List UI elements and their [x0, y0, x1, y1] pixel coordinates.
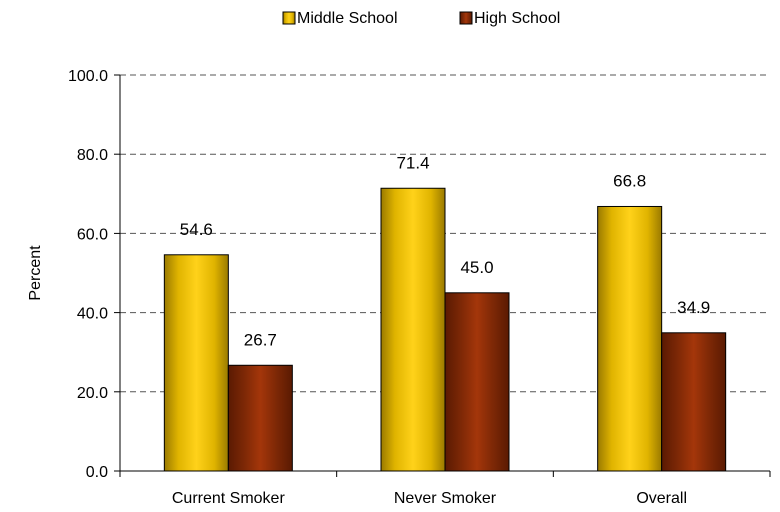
y-tick-label: 100.0	[68, 68, 108, 85]
data-label-high-school: 26.7	[244, 330, 277, 349]
y-tick-label: 80.0	[77, 147, 108, 164]
bar-middle-school	[380, 187, 446, 472]
x-categories: Current Smoker Never Smoker Overall	[119, 471, 771, 507]
y-axis-title: Percent	[27, 245, 44, 301]
x-category-label: Overall	[636, 490, 687, 507]
axes	[119, 75, 770, 472]
data-label-middle-school: 71.4	[396, 153, 429, 172]
x-category-label: Never Smoker	[394, 490, 497, 507]
bar-middle-school	[163, 254, 229, 472]
legend-label-middle-school: Middle School	[297, 10, 398, 27]
data-label-middle-school: 66.8	[613, 171, 646, 190]
bar-middle-school	[597, 205, 663, 472]
y-tick-label: 40.0	[77, 306, 108, 323]
y-tick-label: 60.0	[77, 226, 108, 243]
bar-high-school	[661, 332, 727, 472]
legend-label-high-school: High School	[474, 10, 560, 27]
legend-swatch-high-school	[459, 11, 473, 25]
bar-high-school	[227, 364, 293, 472]
x-category-label: Current Smoker	[172, 490, 286, 507]
bars	[163, 187, 727, 472]
data-label-middle-school: 54.6	[180, 220, 213, 239]
data-labels: 54.6 26.7 71.4 45.0 66.8 34.9	[180, 153, 710, 349]
legend: Middle School High School	[282, 10, 560, 27]
legend-swatch-middle-school	[282, 11, 296, 25]
data-label-high-school: 34.9	[677, 298, 710, 317]
y-tick-label: 0.0	[86, 464, 108, 481]
y-ticks: 0.0 20.0 40.0 60.0 80.0 100.0	[68, 68, 120, 481]
data-label-high-school: 45.0	[460, 258, 493, 277]
bar-high-school	[444, 292, 510, 472]
y-tick-label: 20.0	[77, 385, 108, 402]
